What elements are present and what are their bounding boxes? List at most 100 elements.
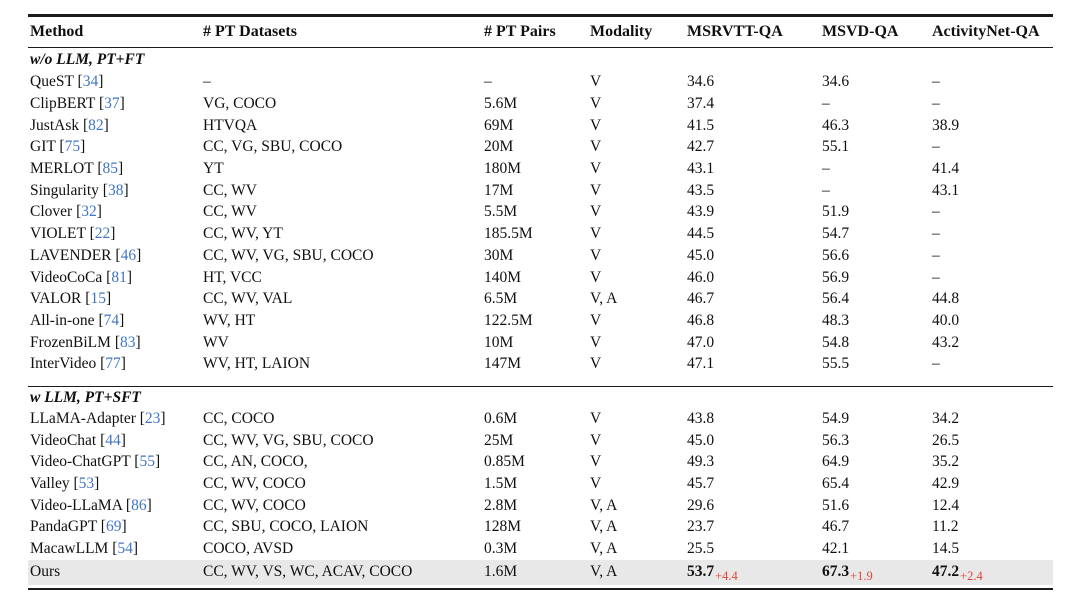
method-cell: Clover [32] [30,203,102,221]
citation-link[interactable]: 34 [82,73,99,91]
score-msrvtt-qa: 46.8 [687,311,715,329]
pairs-cell: 17M [484,181,514,199]
modality-cell: V [590,453,602,471]
citation-link[interactable]: 23 [144,409,161,427]
column-header-pt-pairs: # PT Pairs [482,16,588,48]
citation-link[interactable]: 55 [139,453,155,471]
score-msrvtt-qa: 37.4 [687,95,715,113]
section-row: w/o LLM, PT+FT [28,47,1053,72]
datasets-cell: YT [203,160,224,178]
score-delta: +1.9 [850,569,873,584]
table-row: GIT [75] CC, VG, SBU, COCO 20M V 42.7 55.1 – [28,137,1053,159]
pairs-cell: 1.6M [482,559,588,585]
pairs-cell: 69M [484,116,514,134]
method-cell: Video-ChatGPT [55] [30,453,161,471]
table-row: Valley [53] CC, WV, COCO 1.5M V 45.7 65.4 42.9 [28,473,1053,495]
citation-link[interactable]: 38 [107,181,124,199]
score-msvd-qa: 56.4 [822,290,850,308]
table-top-rule [28,14,1053,17]
score-msrvtt-qa: 45.7 [687,475,715,493]
pairs-cell: 5.6M [484,95,518,113]
pairs-cell: 0.85M [484,453,525,471]
datasets-cell: COCO, AVSD [203,540,294,558]
citation-link[interactable]: 81 [111,268,127,286]
score-msvd-qa: 51.6 [822,496,850,514]
modality-cell: V [590,203,602,221]
score-activitynet-qa: 11.2 [932,518,959,536]
score-activitynet-qa: 43.1 [932,181,960,199]
citation-link[interactable]: 53 [78,475,95,493]
score-msvd-qa: – [822,160,830,178]
citation-link[interactable]: 74 [103,311,120,329]
modality-cell: V [590,116,602,134]
pairs-cell: 122.5M [484,311,533,329]
method-cell: VideoCoCa [81] [30,268,132,286]
table-row: ClipBERT [37] VG, COCO 5.6M V 37.4 – – [28,93,1053,115]
score-activitynet-qa: 44.8 [932,290,960,308]
method-cell: MacawLLM [54] [30,540,139,558]
method-cell: PandaGPT [69] [30,518,127,536]
score-msrvtt-qa: 43.5 [687,181,715,199]
score-msvd-qa: 64.9 [822,453,850,471]
modality-cell: V [590,355,602,373]
table-row: LAVENDER [46] CC, WV, VG, SBU, COCO 30M V 45… [28,245,1053,267]
score-activitynet-qa: 47.2+2.4 [930,559,1053,585]
score-msrvtt-qa: 29.6 [687,496,715,514]
modality-cell: V [590,311,602,329]
citation-link[interactable]: 22 [94,225,111,243]
citation-link[interactable]: 77 [105,355,121,373]
method-cell: Video-LLaMA [86] [30,496,152,514]
citation-link[interactable]: 32 [81,203,97,221]
score-activitynet-qa: – [932,246,940,264]
modality-cell: V [590,268,602,286]
citation-link[interactable]: 54 [117,540,133,558]
datasets-cell: CC, AN, COCO, [203,453,308,471]
citation-link[interactable]: 15 [90,290,106,308]
table-row: InterVideo [77] WV, HT, LAION 147M V 47.1 55.… [28,353,1053,375]
modality-cell: V, A [590,518,618,536]
citation-link[interactable]: 82 [88,116,104,134]
score-msrvtt-qa: 46.0 [687,268,715,286]
table-bottom-rule [28,587,1053,591]
method-cell: Valley [53] [30,475,100,493]
score-activitynet-qa: 43.2 [932,333,960,351]
score-activitynet-qa: 34.2 [932,409,960,427]
score-activitynet-qa: 40.0 [932,311,960,329]
pairs-cell: 185.5M [484,225,533,243]
citation-link[interactable]: 85 [102,160,119,178]
datasets-cell: CC, SBU, COCO, LAION [203,518,369,536]
score-msrvtt-qa: 42.7 [687,138,715,156]
pairs-cell: 140M [484,268,522,286]
pairs-cell: 6.5M [484,290,518,308]
method-cell: Ours [28,559,201,585]
score-msrvtt-qa: 46.7 [687,290,715,308]
citation-link[interactable]: 37 [104,95,120,113]
method-cell: VideoChat [44] [30,431,126,449]
citation-link[interactable]: 83 [119,333,136,351]
datasets-cell: CC, WV, VG, SBU, COCO [203,431,374,449]
score-msvd-qa: 55.1 [822,138,850,156]
score-msvd-qa: – [822,181,830,199]
modality-cell: V [590,246,602,264]
table-row: VIOLET [22] CC, WV, YT 185.5M V 44.5 54.7 – [28,223,1053,245]
method-cell: LAVENDER [46] [30,246,142,264]
citation-link[interactable]: 44 [105,431,121,449]
table-row: Singularity [38] CC, WV 17M V 43.5 – 43.1 [28,180,1053,202]
citation-link[interactable]: 75 [64,138,81,156]
citation-link[interactable]: 86 [131,496,147,514]
pairs-cell: 180M [484,160,522,178]
pairs-cell: 30M [484,246,514,264]
citation-link[interactable]: 69 [105,518,122,536]
section-row: w LLM, PT+SFT [28,386,1053,409]
score-msvd-qa: 54.9 [822,409,850,427]
table-row: VALOR [15] CC, WV, VAL 6.5M V, A 46.7 56.4 44.… [28,288,1053,310]
table-row: MacawLLM [54] COCO, AVSD 0.3M V, A 25.5 42.1 1… [28,538,1053,560]
table-row: VideoChat [44] CC, WV, VG, SBU, COCO 25M V 4… [28,430,1053,452]
modality-cell: V [590,333,602,351]
results-table-grid: Method # PT Datasets # PT Pairs Modality MSR… [28,16,1053,585]
datasets-cell: – [203,73,211,91]
datasets-cell: VG, COCO [203,95,277,113]
table-row: LLaMA-Adapter [23] CC, COCO 0.6M V 43.8 54.9 3… [28,408,1053,430]
citation-link[interactable]: 46 [120,246,137,264]
method-cell: Singularity [38] [30,181,129,199]
